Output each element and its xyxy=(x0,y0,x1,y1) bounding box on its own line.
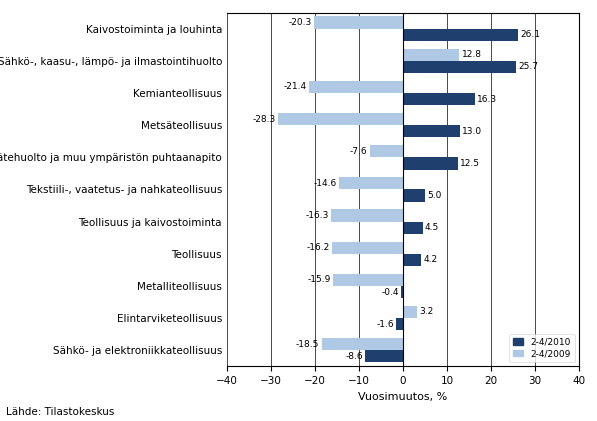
Text: -15.9: -15.9 xyxy=(307,275,331,284)
Text: 3.2: 3.2 xyxy=(419,307,433,317)
Text: 26.1: 26.1 xyxy=(520,30,540,39)
Text: 4.2: 4.2 xyxy=(424,256,438,264)
Text: 12.8: 12.8 xyxy=(461,50,482,59)
Bar xyxy=(365,350,403,362)
Bar xyxy=(403,125,460,137)
Bar xyxy=(338,177,403,189)
Text: Lähde: Tilastokeskus: Lähde: Tilastokeskus xyxy=(6,407,115,417)
Bar xyxy=(403,306,417,318)
Bar xyxy=(396,318,403,330)
Text: 16.3: 16.3 xyxy=(477,95,497,104)
Bar xyxy=(278,113,403,125)
Text: -0.4: -0.4 xyxy=(381,288,399,296)
Text: 25.7: 25.7 xyxy=(518,62,538,72)
Bar xyxy=(403,61,516,73)
Text: 5.0: 5.0 xyxy=(427,191,442,200)
Text: 12.5: 12.5 xyxy=(460,159,480,168)
Bar xyxy=(403,49,459,61)
Text: -20.3: -20.3 xyxy=(288,18,312,27)
Text: -18.5: -18.5 xyxy=(296,340,319,349)
Bar xyxy=(403,157,458,170)
Text: -28.3: -28.3 xyxy=(253,115,276,123)
Bar xyxy=(309,81,403,93)
Bar xyxy=(331,209,403,221)
Text: -1.6: -1.6 xyxy=(376,320,394,329)
Text: -8.6: -8.6 xyxy=(345,352,363,361)
Text: -16.3: -16.3 xyxy=(306,211,329,220)
Bar xyxy=(403,221,423,234)
Text: -16.2: -16.2 xyxy=(306,243,330,252)
Text: -7.6: -7.6 xyxy=(350,147,367,156)
Text: 4.5: 4.5 xyxy=(425,223,439,232)
Bar xyxy=(403,93,475,105)
Text: 13.0: 13.0 xyxy=(463,127,482,136)
Legend: 2-4/2010, 2-4/2009: 2-4/2010, 2-4/2009 xyxy=(509,334,574,362)
Text: -21.4: -21.4 xyxy=(284,83,306,91)
Bar xyxy=(313,16,403,29)
Bar xyxy=(403,254,421,266)
Bar xyxy=(401,286,403,298)
Bar xyxy=(403,189,425,202)
Bar xyxy=(333,274,403,286)
Text: -14.6: -14.6 xyxy=(313,179,337,188)
Bar xyxy=(403,29,518,41)
Bar xyxy=(322,338,403,350)
Bar xyxy=(370,145,403,157)
X-axis label: Vuosimuutos, %: Vuosimuutos, % xyxy=(358,392,448,402)
Bar xyxy=(332,242,403,254)
